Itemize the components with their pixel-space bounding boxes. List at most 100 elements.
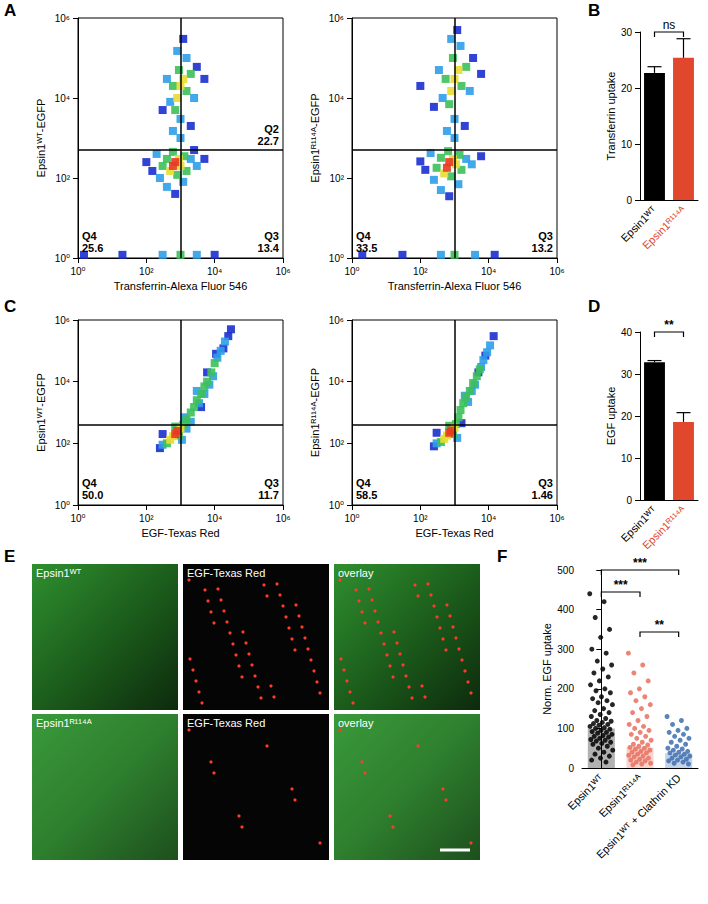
svg-text:Q3: Q3 — [264, 230, 279, 242]
svg-text:10⁴: 10⁴ — [55, 376, 70, 387]
svg-text:10⁶: 10⁶ — [275, 513, 290, 524]
svg-text:10²: 10² — [330, 438, 345, 449]
svg-text:10⁴: 10⁴ — [329, 376, 344, 387]
svg-text:11.7: 11.7 — [258, 489, 279, 501]
svg-text:Q3: Q3 — [538, 230, 553, 242]
svg-text:500: 500 — [557, 565, 574, 576]
svg-text:EGF-Texas Red: EGF-Texas Red — [187, 567, 265, 579]
svg-text:Epsin1ᵂᵀ: Epsin1ᵂᵀ — [565, 772, 606, 813]
svg-text:***: *** — [614, 578, 628, 592]
svg-text:10⁶: 10⁶ — [549, 513, 564, 524]
svg-text:D: D — [588, 297, 600, 316]
svg-text:Transferrin-Alexa Fluor 546: Transferrin-Alexa Fluor 546 — [114, 280, 247, 292]
svg-text:Q4: Q4 — [356, 477, 372, 489]
svg-text:10⁶: 10⁶ — [329, 13, 344, 24]
svg-text:1.46: 1.46 — [532, 489, 553, 501]
svg-text:F: F — [497, 547, 507, 566]
svg-text:Q4: Q4 — [356, 230, 372, 242]
svg-text:10⁰: 10⁰ — [55, 253, 70, 264]
svg-text:Q4: Q4 — [82, 477, 98, 489]
svg-text:10²: 10² — [139, 266, 154, 277]
svg-text:10⁶: 10⁶ — [55, 315, 70, 326]
svg-text:Q4: Q4 — [82, 230, 98, 242]
svg-text:30: 30 — [621, 27, 633, 38]
svg-text:Q3: Q3 — [264, 477, 279, 489]
svg-text:B: B — [588, 1, 600, 20]
svg-text:33.5: 33.5 — [356, 242, 377, 254]
svg-text:**: ** — [655, 618, 665, 632]
svg-text:EGF-Texas Red: EGF-Texas Red — [141, 527, 219, 539]
svg-text:10⁰: 10⁰ — [70, 513, 85, 524]
svg-text:30: 30 — [621, 369, 633, 380]
svg-text:22.7: 22.7 — [258, 135, 279, 147]
svg-text:10: 10 — [621, 139, 633, 150]
svg-text:Epsin1ᵂᵀ-EGFP: Epsin1ᵂᵀ-EGFP — [35, 99, 47, 178]
svg-text:Q3: Q3 — [538, 477, 553, 489]
svg-text:400: 400 — [557, 604, 574, 615]
svg-text:Epsin1ᴿ¹¹⁴ᴬ: Epsin1ᴿ¹¹⁴ᴬ — [596, 771, 645, 820]
svg-text:200: 200 — [557, 683, 574, 694]
svg-text:EGF-Texas Red: EGF-Texas Red — [187, 717, 265, 729]
svg-text:Transferrin uptake: Transferrin uptake — [605, 72, 617, 161]
svg-text:0: 0 — [626, 195, 632, 206]
svg-text:10²: 10² — [56, 173, 71, 184]
svg-text:10⁴: 10⁴ — [55, 93, 70, 104]
svg-text:10⁰: 10⁰ — [329, 500, 344, 511]
svg-text:0: 0 — [626, 495, 632, 506]
svg-text:overlay: overlay — [338, 717, 374, 729]
svg-text:10⁴: 10⁴ — [481, 266, 496, 277]
svg-text:10⁶: 10⁶ — [549, 266, 564, 277]
svg-text:Transferrin-Alexa Fluor 546: Transferrin-Alexa Fluor 546 — [388, 280, 521, 292]
svg-text:Epsin1ᴿ¹¹⁴ᴬ: Epsin1ᴿ¹¹⁴ᴬ — [36, 717, 92, 729]
svg-text:Epsin1ᵂᵀ: Epsin1ᵂᵀ — [36, 567, 81, 579]
svg-text:20: 20 — [621, 411, 633, 422]
svg-text:25.6: 25.6 — [82, 242, 103, 254]
svg-text:50.0: 50.0 — [82, 489, 103, 501]
svg-text:10²: 10² — [413, 266, 428, 277]
svg-text:Epsin1ᵂᵀ-EGFP: Epsin1ᵂᵀ-EGFP — [35, 373, 47, 452]
svg-text:300: 300 — [557, 644, 574, 655]
svg-text:10⁴: 10⁴ — [481, 513, 496, 524]
svg-text:10⁰: 10⁰ — [70, 266, 85, 277]
svg-text:Norm. EGF uptake: Norm. EGF uptake — [541, 623, 553, 715]
svg-text:**: ** — [664, 318, 674, 332]
svg-text:EGF-Texas Red: EGF-Texas Red — [415, 527, 493, 539]
svg-text:10²: 10² — [56, 438, 71, 449]
svg-text:10⁶: 10⁶ — [55, 13, 70, 24]
svg-text:10⁰: 10⁰ — [344, 513, 359, 524]
svg-text:100: 100 — [557, 723, 574, 734]
svg-text:40: 40 — [621, 327, 633, 338]
svg-text:10²: 10² — [413, 513, 428, 524]
svg-text:***: *** — [633, 556, 647, 570]
svg-text:13.2: 13.2 — [532, 242, 553, 254]
svg-text:10²: 10² — [139, 513, 154, 524]
svg-text:10⁴: 10⁴ — [207, 513, 222, 524]
svg-text:20: 20 — [621, 83, 633, 94]
svg-text:Epsin1ᵂᵀ + Clathrin KD: Epsin1ᵂᵀ + Clathrin KD — [594, 772, 683, 861]
svg-text:C: C — [4, 297, 16, 316]
svg-text:Epsin1ᵂᵀ: Epsin1ᵂᵀ — [618, 203, 659, 245]
svg-text:E: E — [4, 547, 15, 566]
svg-text:10⁴: 10⁴ — [329, 93, 344, 104]
svg-text:10⁰: 10⁰ — [329, 253, 344, 264]
svg-text:Q2: Q2 — [264, 123, 279, 135]
svg-text:10⁶: 10⁶ — [275, 266, 290, 277]
svg-text:10⁴: 10⁴ — [207, 266, 222, 277]
svg-text:10: 10 — [621, 453, 633, 464]
svg-text:Epsin1ᴿ¹¹⁴ᴬ: Epsin1ᴿ¹¹⁴ᴬ — [640, 204, 688, 252]
svg-text:ns: ns — [663, 18, 676, 32]
svg-text:Epsin1ᵂᵀ: Epsin1ᵂᵀ — [618, 503, 659, 545]
svg-text:10⁶: 10⁶ — [329, 315, 344, 326]
svg-text:10⁰: 10⁰ — [55, 500, 70, 511]
svg-text:Epsin1ᴿ¹¹⁴ᴬ-EGFP: Epsin1ᴿ¹¹⁴ᴬ-EGFP — [309, 368, 321, 457]
svg-text:A: A — [4, 1, 16, 20]
svg-text:Epsin1ᴿ¹¹⁴ᴬ: Epsin1ᴿ¹¹⁴ᴬ — [640, 504, 688, 552]
svg-text:EGF uptake: EGF uptake — [605, 387, 617, 446]
svg-text:Epsin1ᴿ¹¹⁴ᴬ-EGFP: Epsin1ᴿ¹¹⁴ᴬ-EGFP — [309, 93, 321, 182]
svg-text:10⁰: 10⁰ — [344, 266, 359, 277]
svg-text:10²: 10² — [330, 173, 345, 184]
svg-text:58.5: 58.5 — [356, 489, 377, 501]
svg-text:0: 0 — [568, 763, 574, 774]
svg-text:13.4: 13.4 — [258, 242, 280, 254]
svg-text:overlay: overlay — [338, 567, 374, 579]
